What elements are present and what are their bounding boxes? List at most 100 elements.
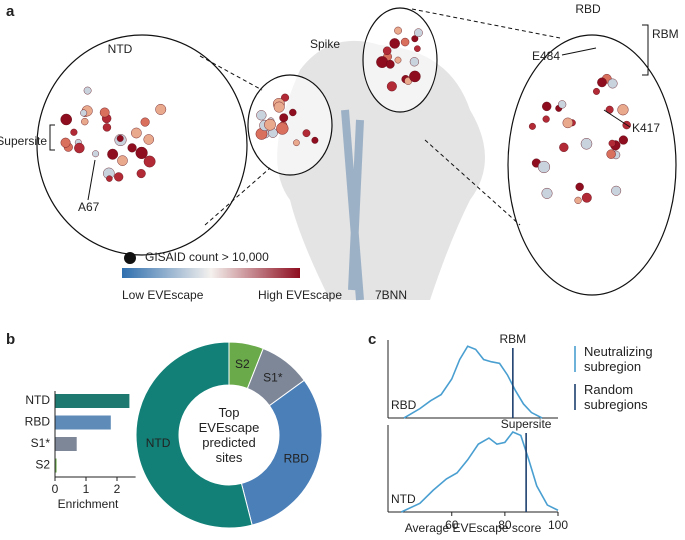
residue-sphere [409, 57, 419, 67]
residue-sphere [117, 155, 128, 166]
slice-label: S1* [263, 371, 283, 385]
residue-sphere [562, 117, 574, 129]
slice-label: RBD [284, 451, 310, 465]
panel-a: a NTD Spike RBD RBM E484 K417 Supersite … [0, 2, 679, 302]
residue-sphere [131, 127, 142, 139]
x-tick-label: 100 [548, 518, 568, 532]
y-tick-label: RBD [25, 415, 51, 429]
residue-sphere [135, 146, 148, 159]
residue-sphere [106, 175, 113, 182]
residue-sphere [386, 81, 397, 92]
x-tick-label: 1 [83, 482, 90, 496]
residue-sphere [107, 148, 119, 160]
supersite-label: Supersite [0, 134, 47, 148]
residue-sphere [116, 134, 124, 142]
residue-sphere [414, 28, 423, 38]
residue-sphere [409, 70, 421, 83]
residue-sphere [618, 135, 628, 145]
residue-sphere [60, 137, 71, 148]
residue-sphere [127, 143, 137, 153]
panel-label: c [368, 331, 376, 348]
residue-sphere [273, 101, 285, 113]
subplot-label: NTD [391, 492, 416, 506]
rbd-label: RBD [575, 2, 601, 16]
residue-sphere [559, 142, 569, 152]
residue-sphere [279, 113, 289, 123]
residue-sphere [311, 136, 319, 144]
residue-sphere [143, 134, 154, 145]
spike-helix [341, 109, 364, 301]
residue-sphere [83, 86, 92, 95]
x-tick-label: 60 [445, 518, 459, 532]
gisaid-label: GISAID count > 10,000 [145, 250, 269, 264]
slice-label: NTD [146, 436, 171, 450]
residue-sphere [140, 117, 150, 127]
residue-sphere [592, 87, 600, 95]
bar [55, 415, 111, 430]
bar [55, 458, 57, 473]
residue-sphere [617, 104, 629, 116]
zoom-lines [199, 8, 561, 226]
residue-sphere [611, 185, 622, 196]
residue-sphere [580, 138, 593, 150]
donut-center-text: Top EVEscape predicted sites [198, 405, 260, 465]
colorbar [122, 268, 300, 278]
residue-sphere [143, 155, 156, 168]
residue-sphere [382, 46, 392, 55]
residue-sphere [60, 113, 72, 126]
residue-sphere [597, 77, 607, 88]
donut-slice [240, 379, 323, 526]
residue-sphere [400, 37, 410, 47]
residue-sphere [607, 78, 618, 89]
x-tick-label: 0 [52, 482, 59, 496]
residue-sphere [581, 192, 592, 203]
residue-sphere [542, 115, 550, 123]
residue-sphere [70, 128, 78, 136]
residue-sphere [74, 142, 85, 154]
residue-sphere [136, 169, 146, 179]
residue-sphere [114, 172, 124, 182]
residue-sphere [81, 117, 89, 126]
residue-sphere [102, 123, 112, 132]
residue-sphere [264, 118, 276, 131]
supersite-bracket [49, 124, 55, 151]
rbm-bracket [642, 24, 649, 76]
rbd-zoom [507, 34, 677, 296]
pointer [603, 109, 631, 128]
residue-sphere [256, 110, 267, 121]
residue-sphere [276, 122, 289, 135]
y-tick-label: S2 [35, 458, 50, 472]
panel-label: a [6, 3, 15, 20]
legend-entry: Neutralizing subregion [584, 344, 653, 374]
subplot-label: RBD [391, 398, 417, 412]
donut-slice [135, 341, 253, 529]
y-tick-label: NTD [25, 393, 50, 407]
x-tick-label: 2 [114, 482, 121, 496]
residue-sphere [542, 101, 552, 112]
x-axis-label: Enrichment [58, 497, 119, 511]
residue-sphere [528, 122, 536, 130]
residue-sphere [293, 139, 300, 147]
residue-sphere [289, 108, 297, 117]
x-tick-label: 80 [498, 518, 512, 532]
reference-label: Supersite [501, 417, 552, 431]
residue-sphere [394, 56, 402, 64]
residue-sphere [414, 45, 421, 52]
low-label: Low EVEscape [122, 288, 204, 302]
x-axis-label: Average EVEscape score [405, 521, 542, 535]
rbm-label: RBM [652, 27, 679, 41]
residue-sphere [558, 100, 567, 109]
high-label: High EVEscape [258, 288, 342, 302]
k417-label: K417 [632, 121, 660, 135]
ntd-region [247, 74, 333, 176]
pointer [561, 47, 597, 56]
slice-label: S2 [235, 357, 250, 371]
residue-sphere [606, 149, 616, 159]
ntd-label: NTD [108, 42, 133, 56]
pointer [87, 159, 96, 201]
e484-label: E484 [532, 49, 560, 63]
residue-sphere [574, 196, 582, 204]
panel-label: b [6, 331, 15, 348]
